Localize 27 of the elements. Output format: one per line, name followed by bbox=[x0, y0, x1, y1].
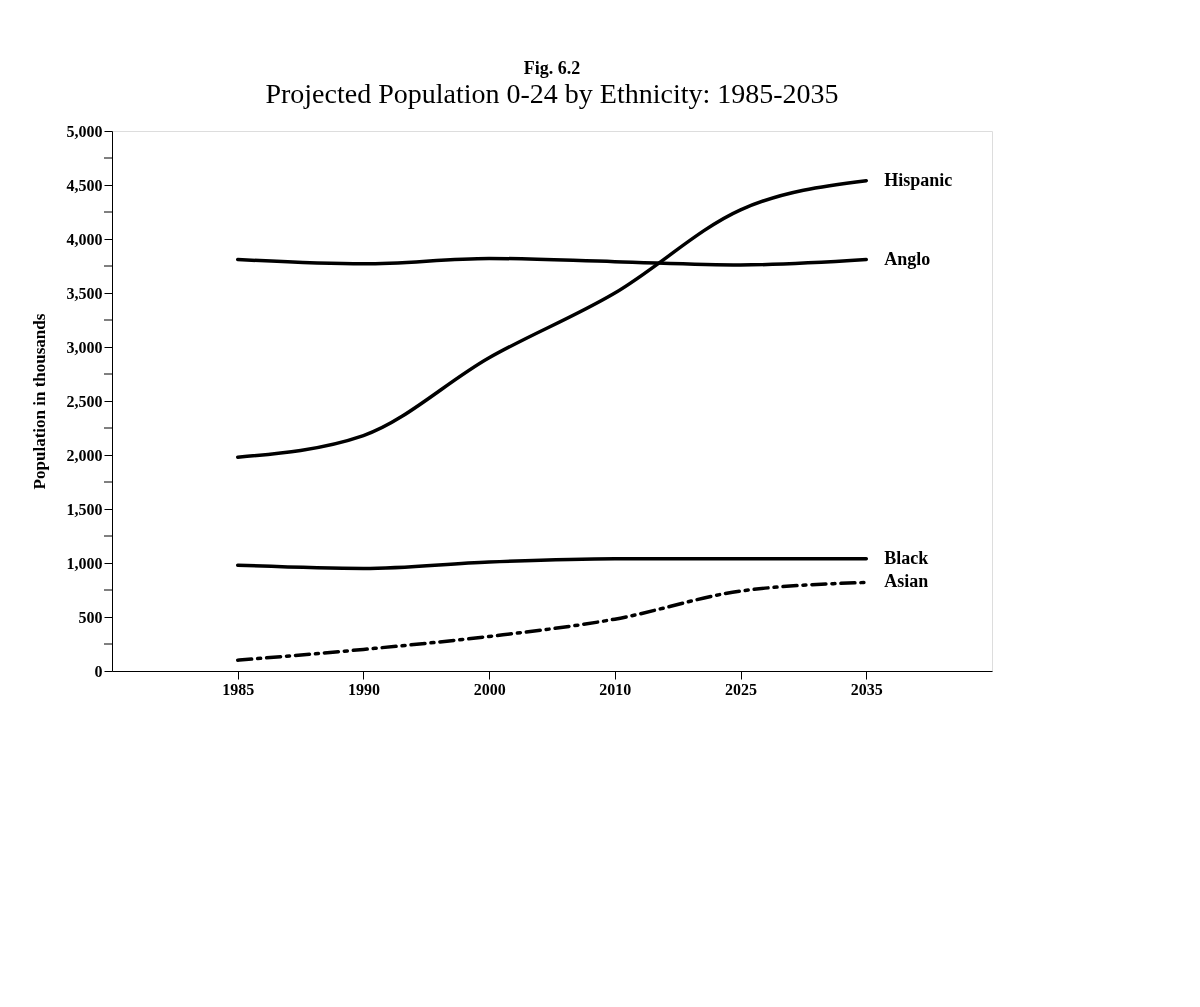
y-tick-label: 1,500 bbox=[66, 500, 103, 518]
chart-title: Fig. 6.2 bbox=[523, 58, 581, 78]
x-tick-label: 2035 bbox=[850, 680, 883, 698]
series-label: Black bbox=[884, 547, 929, 568]
series-label: Hispanic bbox=[884, 169, 953, 190]
y-tick-label: 3,000 bbox=[66, 338, 103, 356]
series-label: Anglo bbox=[884, 248, 931, 269]
y-tick-label: 4,500 bbox=[66, 176, 103, 194]
y-tick-label: 0 bbox=[94, 662, 103, 680]
line-series bbox=[235, 178, 869, 459]
x-tick-label: 2025 bbox=[725, 680, 758, 698]
y-tick-label: 1,000 bbox=[66, 554, 103, 572]
y-tick-label: 2,000 bbox=[66, 446, 103, 464]
y-tick-label: 3,500 bbox=[66, 284, 103, 302]
x-tick-label: 2010 bbox=[599, 680, 632, 698]
y-tick-label: 5,000 bbox=[66, 122, 103, 140]
series-label: Asian bbox=[884, 571, 929, 592]
y-tick-label: 2,500 bbox=[66, 392, 103, 410]
y-tick-label: 500 bbox=[78, 608, 103, 626]
line-series bbox=[235, 556, 869, 571]
x-tick-label: 2000 bbox=[473, 680, 506, 698]
x-tick-label: 1985 bbox=[222, 680, 255, 698]
chart-subtitle: Projected Population 0-24 by Ethnicity: 1985-2035 bbox=[265, 78, 839, 109]
x-tick-label: 1990 bbox=[347, 680, 380, 698]
line-series bbox=[235, 580, 869, 662]
y-axis-title: Population in thousands bbox=[29, 313, 49, 490]
y-tick-label: 4,000 bbox=[66, 230, 103, 248]
